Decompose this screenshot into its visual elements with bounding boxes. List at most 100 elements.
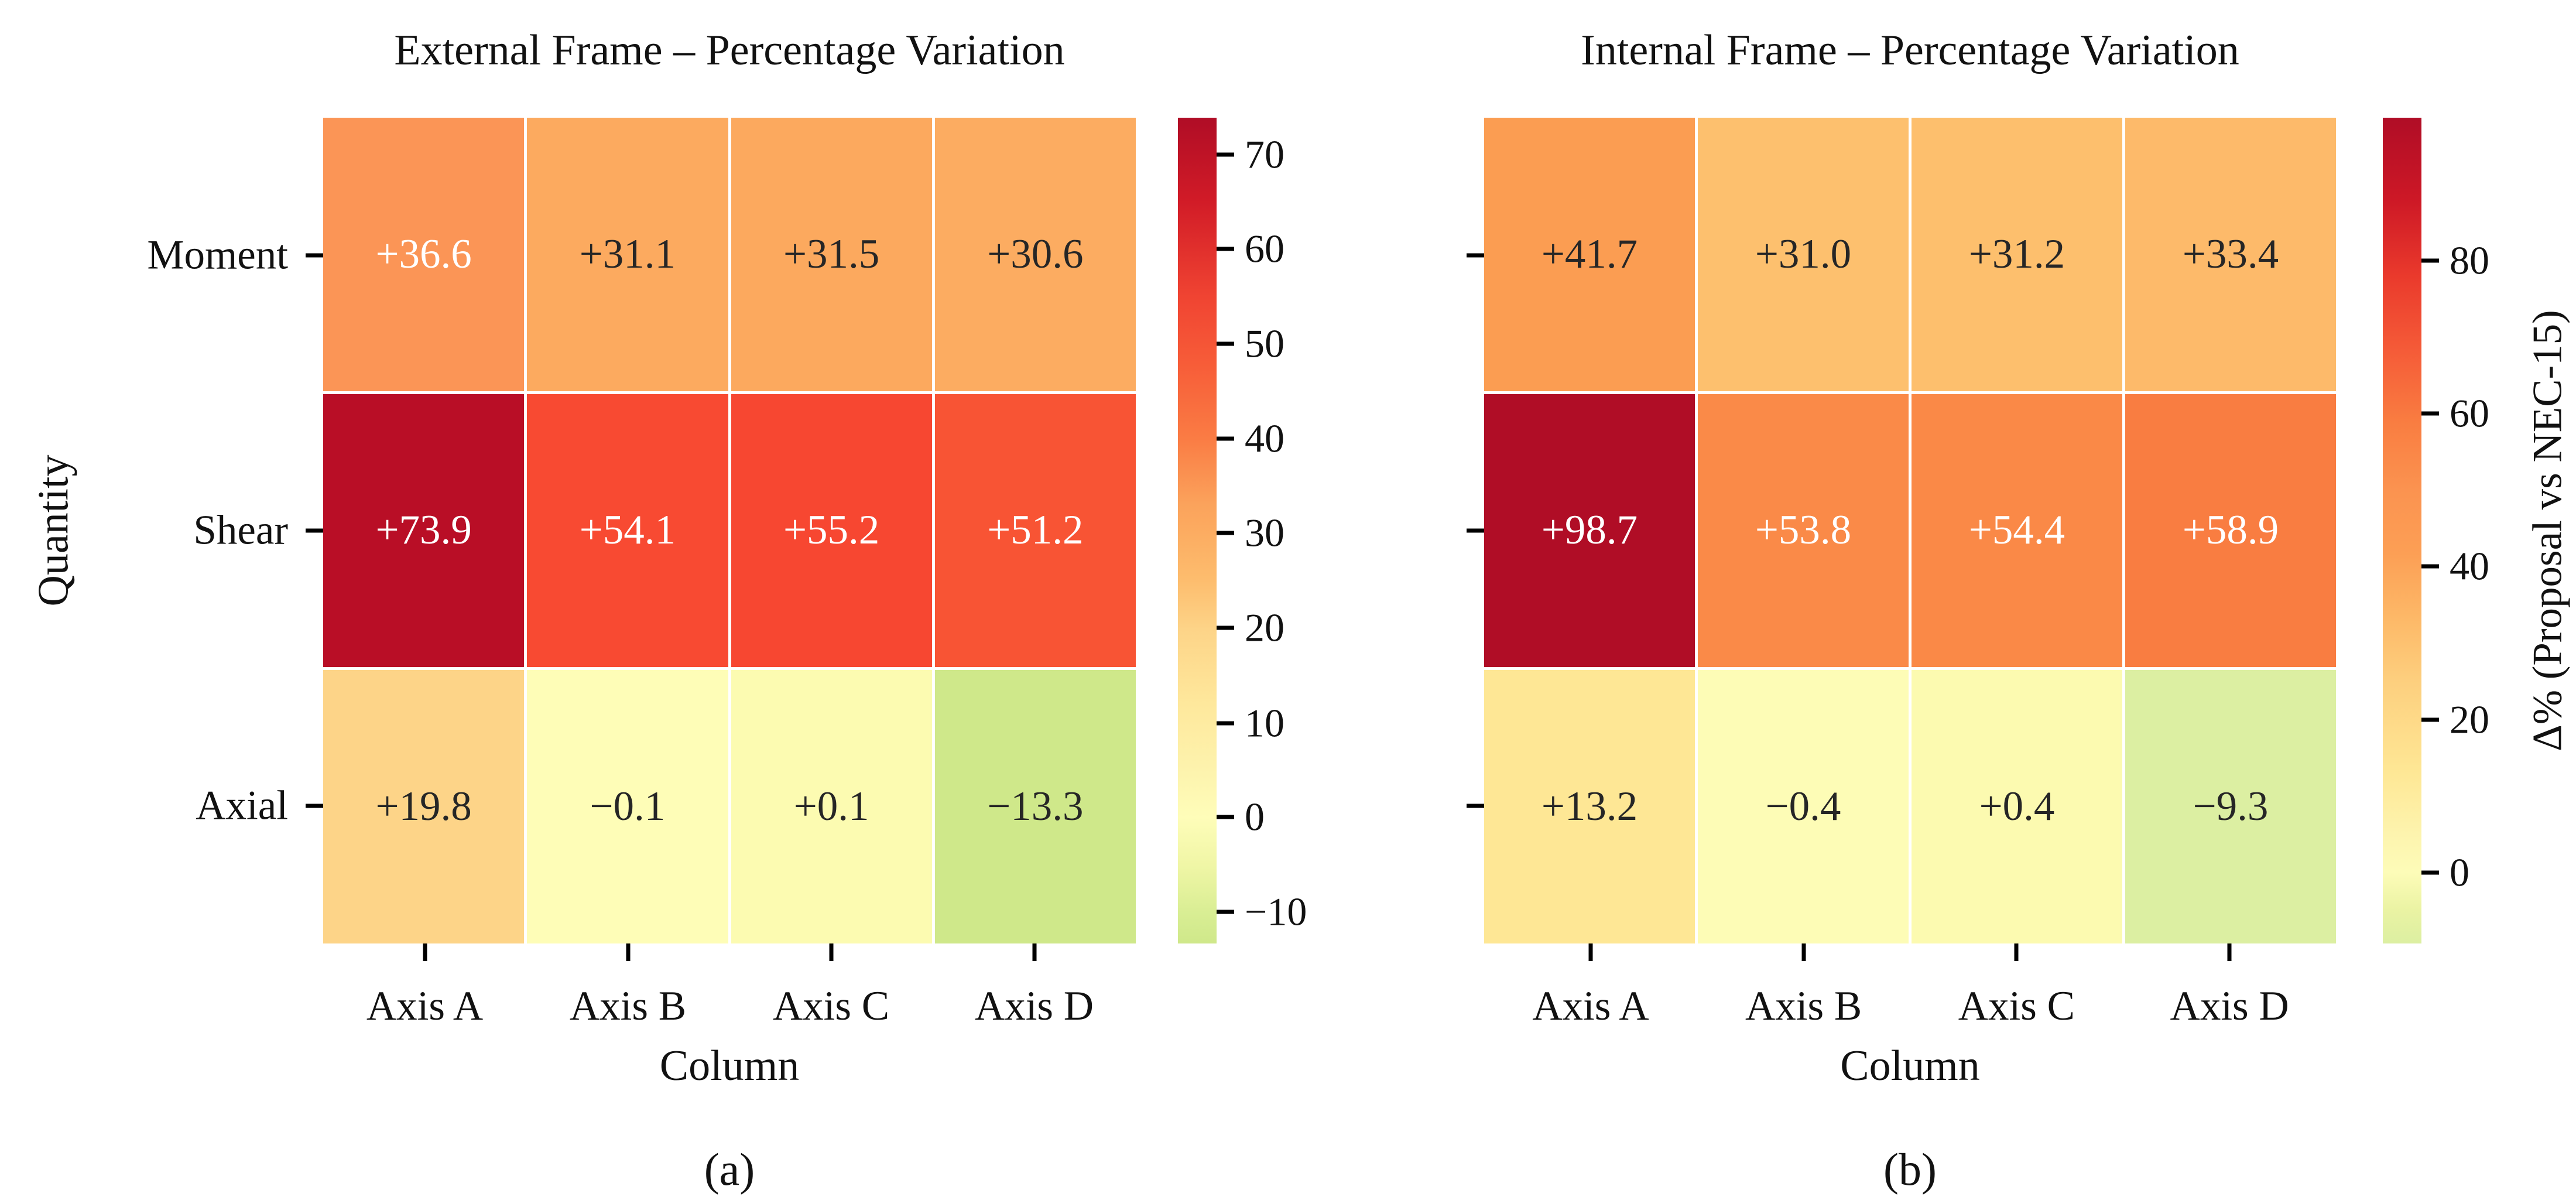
heatmap-cell: +0.1 xyxy=(731,670,932,943)
colorbar-tick: 0 xyxy=(1217,794,1265,840)
heatmap-grid: +36.6 +31.1 +31.5 +30.6 +73.9 +54.1 +55.2 +51.2… xyxy=(323,118,1136,943)
subfigure-caption-a: (a) xyxy=(704,1144,755,1195)
heatmap-cell: +54.1 xyxy=(527,394,728,668)
heatmap-cell: +41.7 xyxy=(1484,118,1695,391)
x-tick-label: Axis A xyxy=(1532,983,1649,1029)
colorbar-tick-mark xyxy=(1217,436,1234,441)
colorbar-tick-label: 40 xyxy=(2450,543,2489,589)
colorbar-tick: 10 xyxy=(1217,700,1284,746)
x-tick-label: Axis C xyxy=(772,983,890,1029)
x-tick-label: Axis B xyxy=(1745,983,1862,1029)
colorbar-tick-label: 20 xyxy=(1245,605,1284,650)
colorbar-tick: 30 xyxy=(1217,510,1284,556)
heatmap-cell: −13.3 xyxy=(934,670,1136,943)
colorbar-tick-mark xyxy=(1217,152,1234,157)
y-tick-marks xyxy=(306,118,323,943)
heatmap-cell: +55.2 xyxy=(731,394,932,668)
y-tick-labels: Moment Shear Axial xyxy=(23,118,288,943)
internal-frame-heatmap-panel: Internal Frame – Percentage Variation +4… xyxy=(23,9,2576,1200)
x-axis-label: Column xyxy=(659,1042,800,1090)
y-tick-labels xyxy=(1253,118,1446,943)
y-tick-label: Shear xyxy=(193,507,288,553)
y-tick-label: Axial xyxy=(196,782,288,829)
heatmap-cell: +58.9 xyxy=(2125,394,2336,668)
x-tick-labels: Axis A Axis B Axis C Axis D xyxy=(1484,983,2336,1030)
x-tick xyxy=(2014,943,2019,961)
colorbar-tick: 40 xyxy=(2421,543,2489,589)
colorbar-axis-label: Δ% (Proposal vs NEC-15) xyxy=(2524,310,2571,751)
colorbar-tick-label: 40 xyxy=(1245,416,1284,461)
colorbar-tick: 60 xyxy=(1217,226,1284,272)
colorbar-tick-mark xyxy=(2421,564,2439,569)
x-tick-labels: Axis A Axis B Axis C Axis D xyxy=(323,983,1136,1030)
colorbar-tick-label: 20 xyxy=(2450,697,2489,742)
colorbar-tick: 80 xyxy=(2421,237,2489,283)
colorbar-tick: 50 xyxy=(1217,321,1284,367)
colorbar-tick-mark xyxy=(1217,815,1234,819)
x-tick-label: Axis D xyxy=(974,983,1094,1029)
y-tick xyxy=(1467,528,1484,533)
x-tick-marks xyxy=(323,943,1136,961)
heatmap-cell: +36.6 xyxy=(323,118,525,391)
heatmap-cell: +54.4 xyxy=(1912,394,2122,668)
colorbar-tick-mark xyxy=(1217,910,1234,914)
colorbar-gradient xyxy=(1178,118,1217,943)
x-tick xyxy=(1588,943,1593,961)
colorbar-tick: 20 xyxy=(2421,696,2489,743)
colorbar-tick-label: 70 xyxy=(1245,132,1284,177)
heatmap-cell: +31.1 xyxy=(527,118,728,391)
y-tick xyxy=(306,804,323,808)
colorbar-tick-mark xyxy=(1217,341,1234,346)
colorbar-tick-label: 80 xyxy=(2450,238,2489,283)
colorbar: 80 60 40 20 0 xyxy=(2383,118,2489,943)
heatmap-grid: +41.7 +31.0 +31.2 +33.4 +98.7 +53.8 +54.4 +58.9… xyxy=(1484,118,2336,943)
colorbar-tick-label: −10 xyxy=(1245,889,1307,934)
colorbar-tick: 70 xyxy=(1217,132,1284,178)
colorbar-tick: 40 xyxy=(1217,416,1284,462)
colorbar-tick: 20 xyxy=(1217,605,1284,651)
y-tick xyxy=(1467,804,1484,808)
heatmap-cell: +19.8 xyxy=(323,670,525,943)
heatmap-cell: +0.4 xyxy=(1912,670,2122,943)
heatmap-cell: −0.4 xyxy=(1698,670,1909,943)
colorbar-tick: −10 xyxy=(1217,889,1307,935)
colorbar-tick-label: 60 xyxy=(2450,391,2489,436)
colorbar-tick-label: 0 xyxy=(1245,794,1265,839)
y-tick xyxy=(306,528,323,533)
external-frame-heatmap-panel: External Frame – Percentage Variation Qu… xyxy=(23,9,2576,1200)
panel-b-title: Internal Frame – Percentage Variation xyxy=(1581,26,2239,74)
x-tick xyxy=(2227,943,2232,961)
colorbar-tick-mark xyxy=(2421,717,2439,722)
x-tick xyxy=(626,943,630,961)
heatmap-cell: −0.1 xyxy=(527,670,728,943)
heatmap-cell: +98.7 xyxy=(1484,394,1695,668)
x-tick-label: Axis C xyxy=(1958,983,2075,1029)
heatmap-cell: +13.2 xyxy=(1484,670,1695,943)
heatmap-cell: +73.9 xyxy=(323,394,525,668)
colorbar: 70 60 50 40 30 20 10 0 −10 xyxy=(1178,118,1307,943)
colorbar-tick-label: 60 xyxy=(1245,226,1284,271)
heatmap-cell: −9.3 xyxy=(2125,670,2336,943)
heatmap-cell: +31.5 xyxy=(731,118,932,391)
heatmap-cell: +33.4 xyxy=(2125,118,2336,391)
y-tick-label: Moment xyxy=(147,232,288,278)
y-tick-marks xyxy=(1467,118,1484,943)
y-tick xyxy=(1467,253,1484,258)
colorbar-gradient xyxy=(2383,118,2421,943)
colorbar-tick-mark xyxy=(2421,870,2439,875)
x-tick-marks xyxy=(1484,943,2336,961)
x-axis-label: Column xyxy=(1840,1042,1980,1090)
x-tick-label: Axis D xyxy=(2170,983,2289,1029)
x-tick-label: Axis B xyxy=(569,983,687,1029)
panel-a-title: External Frame – Percentage Variation xyxy=(394,26,1065,74)
heatmap-cell: +53.8 xyxy=(1698,394,1909,668)
colorbar-tick: 0 xyxy=(2421,849,2469,895)
x-tick xyxy=(829,943,833,961)
colorbar-tick-label: 50 xyxy=(1245,321,1284,366)
heatmap-cell: +31.2 xyxy=(1912,118,2122,391)
x-tick xyxy=(1032,943,1036,961)
heatmap-cell: +51.2 xyxy=(934,394,1136,668)
x-tick xyxy=(423,943,427,961)
colorbar-tick-label: 0 xyxy=(2450,850,2469,895)
x-tick-label: Axis A xyxy=(366,983,484,1029)
